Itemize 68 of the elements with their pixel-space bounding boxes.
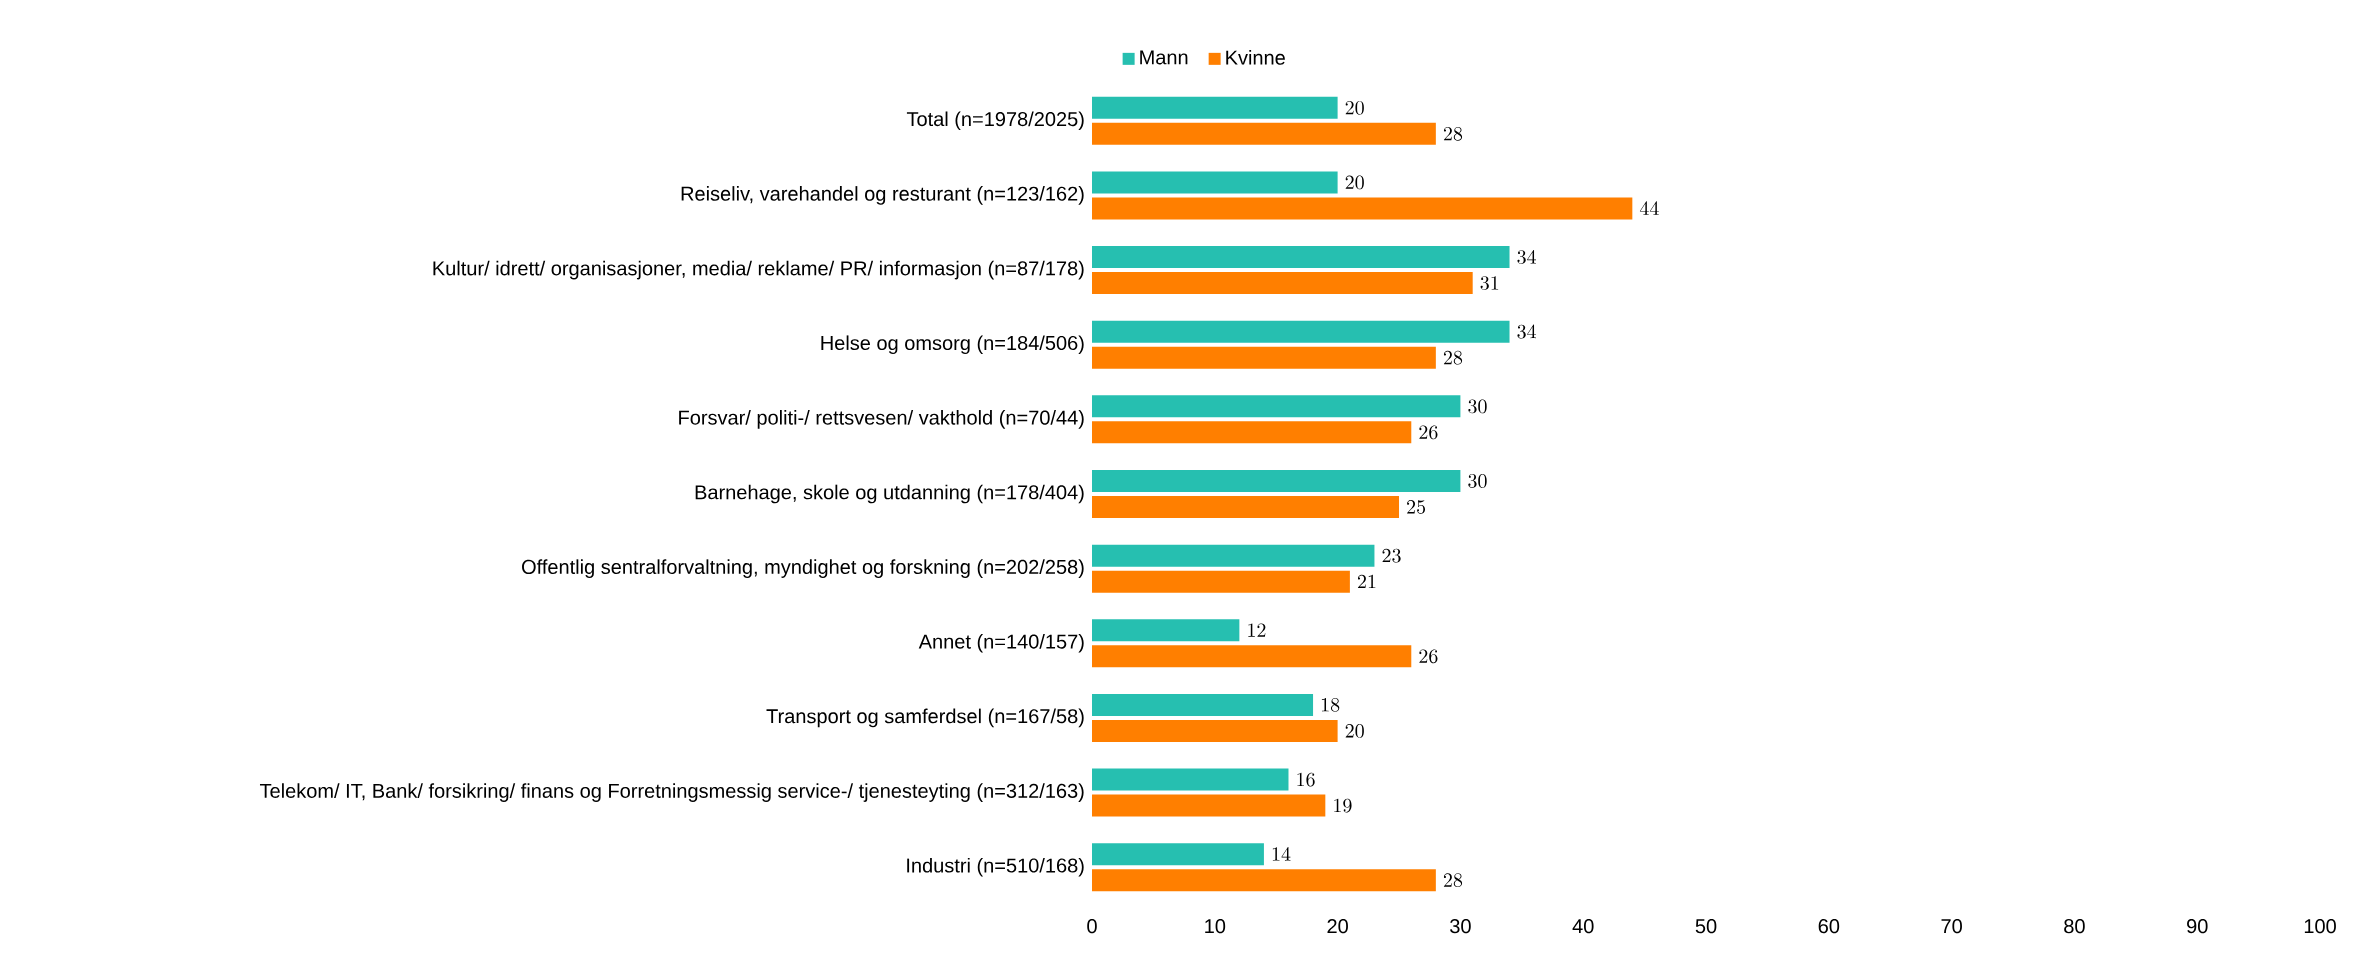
data-label: 30: [1468, 399, 1487, 414]
data-label: 21: [1357, 574, 1376, 589]
bar: [1092, 544, 1375, 567]
data-label: 20: [1345, 100, 1364, 115]
data-label: 34: [1517, 249, 1537, 264]
bar: [1092, 197, 1633, 220]
y-tick-label: Reiseliv, varehandel og resturant (n=123/162): [681, 186, 1084, 205]
y-tick-label: Barnehage, skole og utdanning (n=178/404): [695, 484, 1084, 504]
y-tick-label: Helse og omsorg (n=184/506): [821, 335, 1084, 355]
data-label: 31: [1480, 276, 1499, 290]
bar: [1092, 320, 1510, 343]
data-label: 23: [1382, 548, 1401, 563]
bar: [1092, 843, 1264, 866]
x-tick-label: 10: [1205, 919, 1226, 934]
x-tick-label: 50: [1695, 919, 1717, 934]
bar: [1092, 395, 1461, 418]
bar: [1092, 96, 1338, 119]
bar: [1092, 470, 1461, 492]
bar: [1092, 619, 1240, 642]
y-tick-label: Kultur/ idrett/ organisasjoner, media/ reklame/ PR/ informasjon (n=87/178): [433, 260, 1084, 280]
data-label: 30: [1468, 474, 1487, 488]
y-tick-label: Transport og samferdsel (n=167/58): [766, 708, 1084, 728]
legend-label: Kvinne: [1226, 50, 1285, 65]
y-tick-label: Industri (n=510/168): [907, 857, 1084, 877]
bar: [1092, 693, 1314, 716]
y-tick-label: Telekom/ IT, Bank/ forsikring/ finans og Forretningsmessig service-/ tjenesteyting (n=312/163): [259, 783, 1084, 802]
data-label: 28: [1443, 350, 1463, 365]
data-label: 26: [1419, 649, 1438, 664]
y-tick-label: Offentlig sentralforvaltning, myndighet og forskning (n=202/258): [522, 559, 1084, 578]
x-tick-label: 60: [1818, 919, 1840, 934]
bar: [1092, 768, 1289, 791]
data-label: 16: [1297, 772, 1315, 787]
x-tick-label: 30: [1450, 919, 1471, 934]
bar: [1092, 246, 1510, 269]
x-tick-label: 40: [1572, 919, 1594, 934]
x-tick-label: 0: [1087, 919, 1097, 934]
x-tick-label: 80: [2064, 919, 2085, 934]
data-label: 14: [1272, 847, 1291, 861]
x-tick-label: 90: [2187, 919, 2208, 934]
data-label: 19: [1334, 798, 1352, 813]
bar: [1092, 869, 1436, 892]
bar: [1092, 421, 1412, 444]
bar: [1092, 570, 1350, 593]
data-label: 34: [1517, 324, 1537, 339]
data-label: 26: [1419, 425, 1438, 440]
bar: [1092, 794, 1326, 817]
bar: [1092, 272, 1473, 295]
data-label: 44: [1639, 201, 1659, 215]
x-tick-label: 20: [1327, 919, 1348, 934]
data-label: 28: [1443, 126, 1463, 141]
x-tick-label: 100: [2304, 919, 2336, 934]
bar: [1092, 346, 1436, 369]
bar: [1092, 122, 1436, 145]
data-label: 12: [1248, 623, 1266, 637]
y-tick-label: Forsvar/ politi-/ rettsvesen/ vakthold (n=70/44): [679, 410, 1084, 429]
bar: [1092, 496, 1400, 519]
data-label: 18: [1321, 698, 1340, 712]
bar: [1092, 719, 1338, 742]
y-tick-label: Annet (n=140/157): [918, 633, 1084, 653]
bar: [1092, 645, 1412, 668]
data-label: 20: [1345, 175, 1364, 190]
data-label: 20: [1345, 724, 1364, 738]
x-tick-label: 70: [1941, 919, 1962, 934]
legend-label: Mann: [1140, 50, 1188, 65]
y-tick-label: Total (n=1978/2025): [906, 111, 1084, 131]
data-label: 28: [1443, 873, 1463, 888]
data-label: 25: [1407, 500, 1426, 514]
bar: [1092, 171, 1338, 194]
